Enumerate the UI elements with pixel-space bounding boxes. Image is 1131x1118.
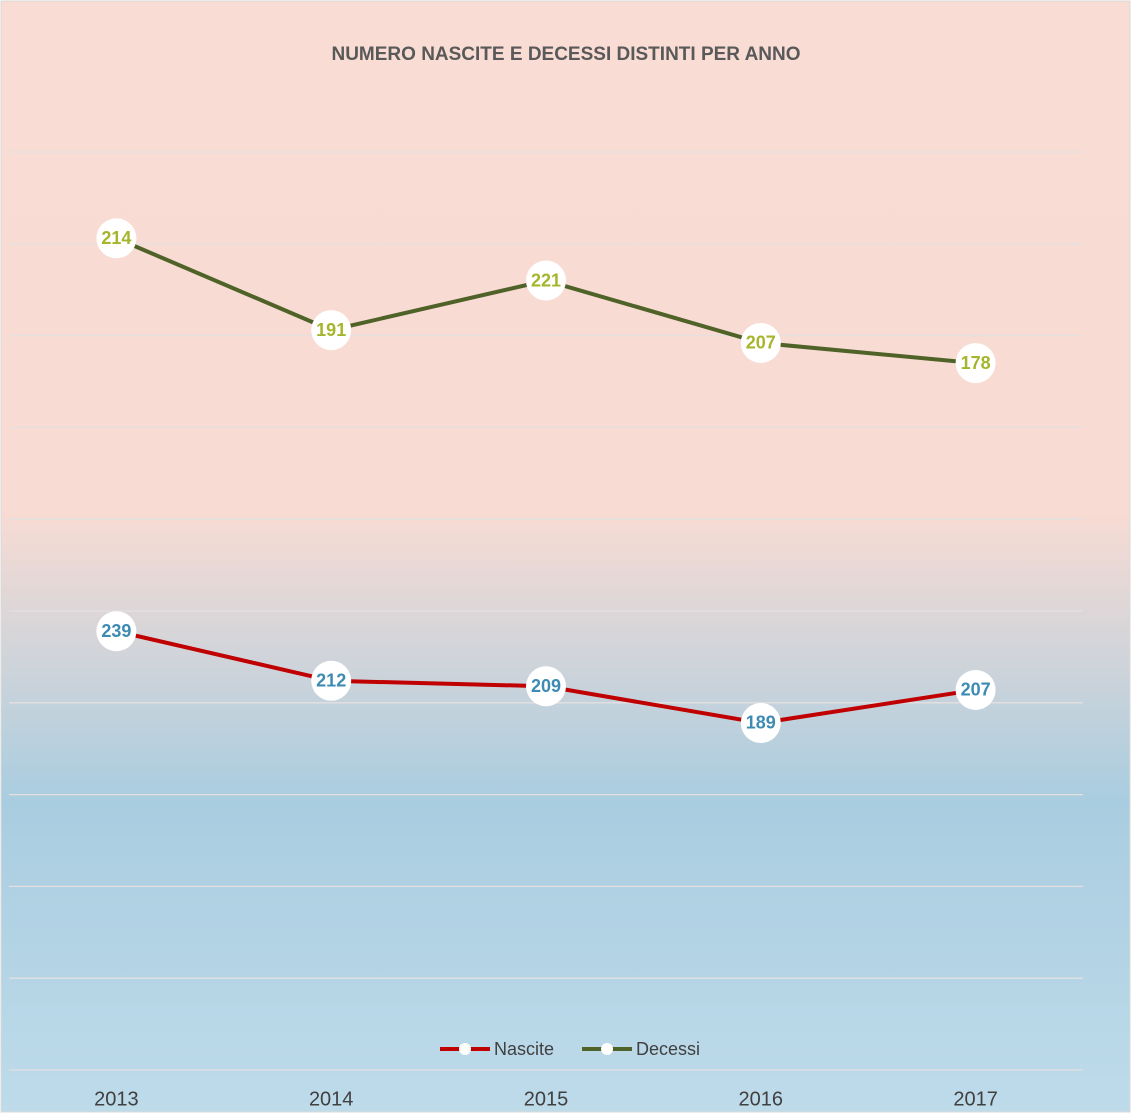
marker: [740, 322, 781, 363]
marker: [311, 310, 352, 351]
legend-marker: [459, 1043, 471, 1055]
legend-label: Decessi: [636, 1039, 700, 1059]
x-tick-label: 2015: [524, 1088, 569, 1110]
legend-label: Nascite: [494, 1039, 554, 1059]
data-label: 209: [531, 676, 561, 696]
data-label: 178: [961, 353, 991, 373]
x-tick-label: 2016: [739, 1088, 784, 1110]
data-label: 212: [316, 671, 346, 691]
chart-title: NUMERO NASCITE E DECESSI DISTINTI PER AN…: [331, 44, 800, 65]
marker: [955, 669, 996, 710]
marker: [526, 666, 566, 707]
data-label: 189: [746, 713, 776, 733]
data-label: 239: [101, 621, 131, 641]
marker: [740, 702, 781, 743]
x-tick-label: 2017: [953, 1088, 998, 1110]
marker: [955, 343, 996, 384]
x-tick-label: 2013: [94, 1088, 139, 1110]
legend-marker: [601, 1043, 614, 1055]
data-label: 207: [746, 333, 776, 353]
marker: [96, 611, 137, 652]
data-label: 214: [101, 228, 131, 248]
data-label: 207: [961, 680, 991, 700]
marker: [526, 260, 566, 301]
data-label: 191: [316, 320, 346, 340]
x-tick-label: 2014: [309, 1088, 354, 1110]
marker: [311, 660, 352, 701]
data-label: 221: [531, 270, 561, 290]
marker: [96, 218, 137, 259]
